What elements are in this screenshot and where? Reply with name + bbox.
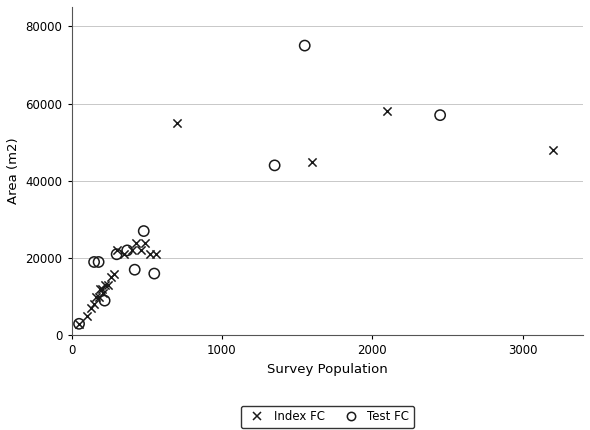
Point (307, 158, 317, 165)
Point (139, 227, 149, 234)
Y-axis label: Area (m2): Area (m2) (7, 138, 20, 205)
Point (123, 247, 132, 254)
Point (435, 112, 445, 119)
Point (94, 258, 103, 265)
Point (149, 270, 159, 277)
Point (74, 320, 84, 327)
Point (86, 305, 96, 312)
Point (112, 251, 122, 258)
Point (136, 247, 146, 254)
Point (383, 108, 392, 115)
Point (140, 239, 150, 246)
Point (112, 247, 122, 254)
Point (270, 162, 279, 169)
Point (96, 286, 105, 292)
Point (103, 282, 112, 289)
Point (109, 270, 119, 277)
Point (100, 297, 109, 304)
Point (127, 247, 136, 254)
Point (91, 293, 100, 300)
Point (130, 266, 139, 273)
Point (106, 274, 116, 281)
Point (94, 293, 103, 300)
Point (82, 313, 91, 319)
Point (172, 120, 182, 126)
Point (74, 320, 84, 327)
Legend: Index FC, Test FC: Index FC, Test FC (241, 405, 414, 428)
Point (151, 251, 160, 258)
Point (89, 258, 99, 265)
X-axis label: Survey Population: Survey Population (267, 363, 388, 376)
Point (89, 301, 99, 308)
Point (132, 239, 141, 246)
Point (119, 251, 129, 258)
Point (300, 42, 309, 49)
Point (99, 289, 108, 296)
Point (97, 286, 106, 292)
Point (100, 282, 109, 289)
Point (145, 251, 155, 258)
Point (548, 147, 558, 154)
